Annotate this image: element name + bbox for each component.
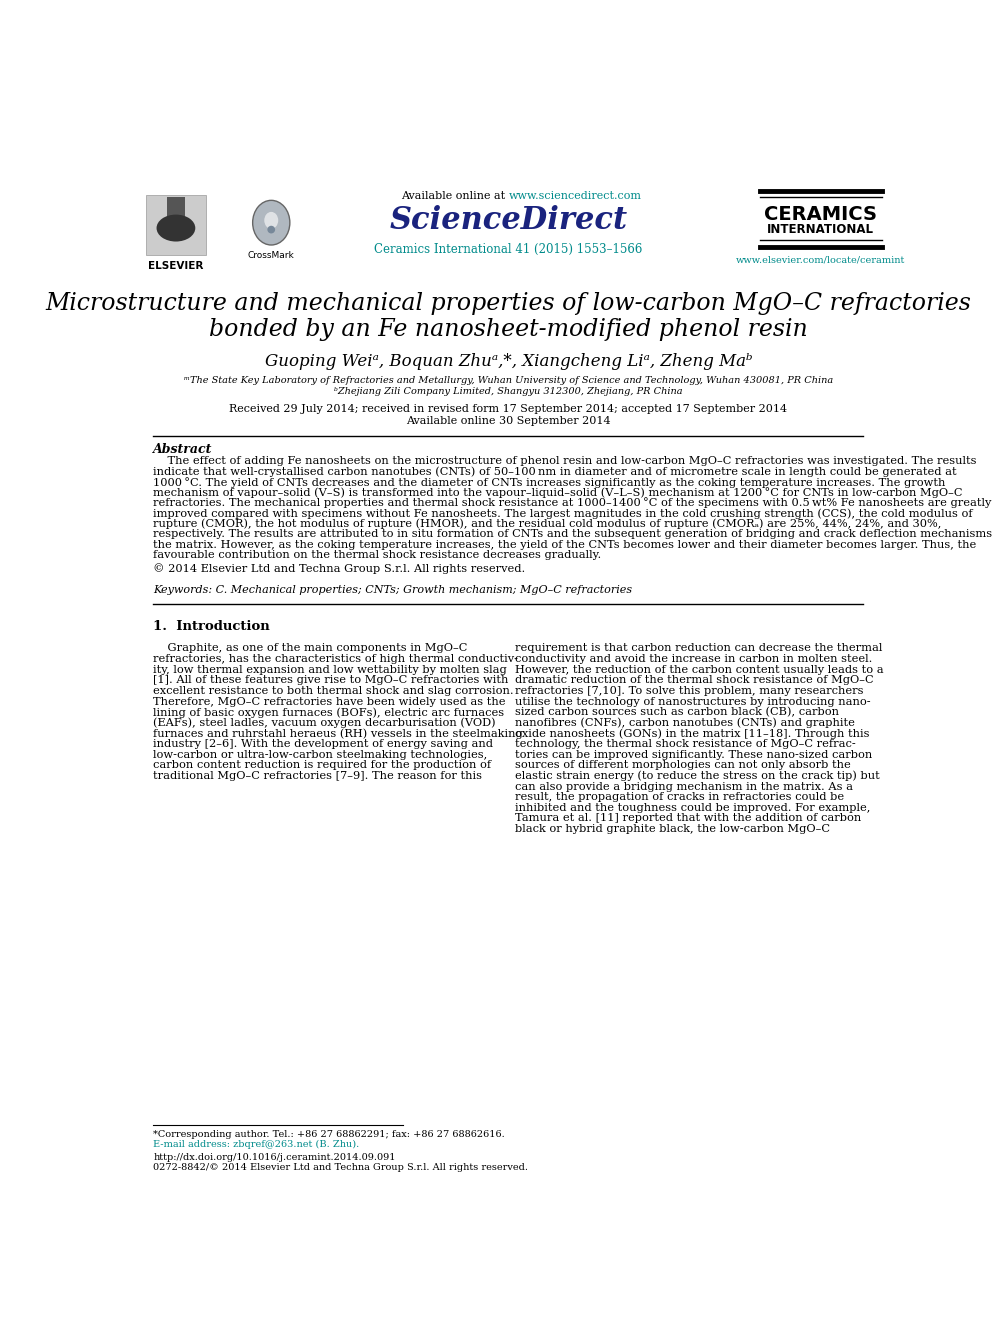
Text: [1]. All of these features give rise to MgO–C refractories with: [1]. All of these features give rise to … — [154, 675, 509, 685]
Text: ᵇZhejiang Zili Company Limited, Shangyu 312300, Zhejiang, PR China: ᵇZhejiang Zili Company Limited, Shangyu … — [334, 386, 682, 396]
Text: Microstructure and mechanical properties of low-carbon MgO–C refractories: Microstructure and mechanical properties… — [46, 292, 971, 315]
Text: 1.  Introduction: 1. Introduction — [154, 620, 270, 634]
Text: *Corresponding author. Tel.: +86 27 68862291; fax: +86 27 68862616.: *Corresponding author. Tel.: +86 27 6886… — [154, 1130, 505, 1139]
Text: Graphite, as one of the main components in MgO–C: Graphite, as one of the main components … — [154, 643, 468, 654]
Text: However, the reduction of the carbon content usually leads to a: However, the reduction of the carbon con… — [515, 664, 883, 675]
Ellipse shape — [253, 200, 290, 245]
Text: favourable contribution on the thermal shock resistance decreases gradually.: favourable contribution on the thermal s… — [154, 550, 602, 560]
Text: elastic strain energy (to reduce the stress on the crack tip) but: elastic strain energy (to reduce the str… — [515, 771, 879, 782]
Text: Available online at: Available online at — [401, 191, 509, 201]
Text: bonded by an Fe nanosheet-modified phenol resin: bonded by an Fe nanosheet-modified pheno… — [209, 319, 807, 341]
Text: Tamura et al. [11] reported that with the addition of carbon: Tamura et al. [11] reported that with th… — [515, 814, 861, 823]
Text: ELSEVIER: ELSEVIER — [148, 261, 203, 271]
Text: utilise the technology of nanostructures by introducing nano-: utilise the technology of nanostructures… — [515, 697, 870, 706]
Text: CrossMark: CrossMark — [248, 251, 295, 261]
Text: 1000 °C. The yield of CNTs decreases and the diameter of CNTs increases signific: 1000 °C. The yield of CNTs decreases and… — [154, 476, 945, 488]
Text: conductivity and avoid the increase in carbon in molten steel.: conductivity and avoid the increase in c… — [515, 654, 872, 664]
Text: ScienceDirect: ScienceDirect — [389, 205, 628, 235]
Text: (EAFs), steel ladles, vacuum oxygen decarburisation (VOD): (EAFs), steel ladles, vacuum oxygen deca… — [154, 717, 496, 728]
Text: dramatic reduction of the thermal shock resistance of MgO–C: dramatic reduction of the thermal shock … — [515, 675, 873, 685]
Text: The effect of adding Fe nanosheets on the microstructure of phenol resin and low: The effect of adding Fe nanosheets on th… — [154, 456, 977, 467]
Text: CERAMICS: CERAMICS — [764, 205, 877, 224]
Text: Received 29 July 2014; received in revised form 17 September 2014; accepted 17 S: Received 29 July 2014; received in revis… — [229, 404, 788, 414]
Text: http://dx.doi.org/10.1016/j.ceramint.2014.09.091: http://dx.doi.org/10.1016/j.ceramint.201… — [154, 1152, 396, 1162]
Text: nanofibres (CNFs), carbon nanotubes (CNTs) and graphite: nanofibres (CNFs), carbon nanotubes (CNT… — [515, 717, 854, 728]
Text: 0272-8842/© 2014 Elsevier Ltd and Techna Group S.r.l. All rights reserved.: 0272-8842/© 2014 Elsevier Ltd and Techna… — [154, 1163, 529, 1172]
Bar — [167, 197, 186, 235]
Text: rupture (CMOR), the hot modulus of rupture (HMOR), and the residual cold modulus: rupture (CMOR), the hot modulus of ruptu… — [154, 519, 941, 529]
Ellipse shape — [264, 212, 278, 229]
Text: www.sciencedirect.com: www.sciencedirect.com — [509, 191, 642, 201]
Text: oxide nanosheets (GONs) in the matrix [11–18]. Through this: oxide nanosheets (GONs) in the matrix [1… — [515, 728, 869, 738]
Text: inhibited and the toughness could be improved. For example,: inhibited and the toughness could be imp… — [515, 803, 870, 812]
Text: the matrix. However, as the coking temperature increases, the yield of the CNTs : the matrix. However, as the coking tempe… — [154, 540, 977, 549]
Text: Therefore, MgO–C refractories have been widely used as the: Therefore, MgO–C refractories have been … — [154, 697, 506, 706]
Text: refractories. The mechanical properties and thermal shock resistance at 1000–140: refractories. The mechanical properties … — [154, 497, 992, 508]
Text: improved compared with specimens without Fe nanosheets. The largest magnitudes i: improved compared with specimens without… — [154, 508, 973, 519]
Text: lining of basic oxygen furnaces (BOFs), electric arc furnaces: lining of basic oxygen furnaces (BOFs), … — [154, 706, 505, 717]
Ellipse shape — [268, 226, 275, 233]
Text: refractories [7,10]. To solve this problem, many researchers: refractories [7,10]. To solve this probl… — [515, 687, 863, 696]
Ellipse shape — [157, 214, 195, 242]
Text: carbon content reduction is required for the production of: carbon content reduction is required for… — [154, 761, 492, 770]
Bar — [146, 194, 206, 255]
Text: ity, low thermal expansion and low wettability by molten slag: ity, low thermal expansion and low wetta… — [154, 664, 507, 675]
Text: © 2014 Elsevier Ltd and Techna Group S.r.l. All rights reserved.: © 2014 Elsevier Ltd and Techna Group S.r… — [154, 564, 526, 574]
Text: Ceramics International 41 (2015) 1553–1566: Ceramics International 41 (2015) 1553–15… — [374, 243, 643, 257]
Text: sources of different morphologies can not only absorb the: sources of different morphologies can no… — [515, 761, 850, 770]
Text: respectively. The results are attributed to in situ formation of CNTs and the su: respectively. The results are attributed… — [154, 529, 992, 540]
Text: Keywords: C. Mechanical properties; CNTs; Growth mechanism; MgO–C refractories: Keywords: C. Mechanical properties; CNTs… — [154, 585, 633, 595]
Text: refractories, has the characteristics of high thermal conductiv-: refractories, has the characteristics of… — [154, 654, 519, 664]
Text: industry [2–6]. With the development of energy saving and: industry [2–6]. With the development of … — [154, 740, 493, 749]
Text: Available online 30 September 2014: Available online 30 September 2014 — [406, 415, 611, 426]
Text: sized carbon sources such as carbon black (CB), carbon: sized carbon sources such as carbon blac… — [515, 706, 838, 717]
Text: Abstract: Abstract — [154, 443, 213, 456]
Text: can also provide a bridging mechanism in the matrix. As a: can also provide a bridging mechanism in… — [515, 782, 852, 791]
Text: www.elsevier.com/locate/ceramint: www.elsevier.com/locate/ceramint — [736, 255, 906, 265]
Text: INTERNATIONAL: INTERNATIONAL — [767, 224, 874, 235]
Text: furnaces and ruhrstahl heraeus (RH) vessels in the steelmaking: furnaces and ruhrstahl heraeus (RH) vess… — [154, 728, 523, 738]
Text: Guoping Weiᵃ, Boquan Zhuᵃ,*, Xiangcheng Liᵃ, Zheng Maᵇ: Guoping Weiᵃ, Boquan Zhuᵃ,*, Xiangcheng … — [265, 353, 752, 369]
Text: traditional MgO–C refractories [7–9]. The reason for this: traditional MgO–C refractories [7–9]. Th… — [154, 771, 482, 781]
Text: black or hybrid graphite black, the low-carbon MgO–C: black or hybrid graphite black, the low-… — [515, 824, 829, 833]
Text: mechanism of vapour–solid (V–S) is transformed into the vapour–liquid–solid (V–L: mechanism of vapour–solid (V–S) is trans… — [154, 487, 963, 497]
Text: requirement is that carbon reduction can decrease the thermal: requirement is that carbon reduction can… — [515, 643, 882, 654]
Text: ᵐThe State Key Laboratory of Refractories and Metallurgy, Wuhan University of Sc: ᵐThe State Key Laboratory of Refractorie… — [184, 376, 833, 385]
Text: excellent resistance to both thermal shock and slag corrosion.: excellent resistance to both thermal sho… — [154, 687, 514, 696]
Text: E-mail address: zbqref@263.net (B. Zhu).: E-mail address: zbqref@263.net (B. Zhu). — [154, 1140, 360, 1148]
Text: tories can be improved significantly. These nano-sized carbon: tories can be improved significantly. Th… — [515, 750, 872, 759]
Text: result, the propagation of cracks in refractories could be: result, the propagation of cracks in ref… — [515, 792, 844, 802]
Text: low-carbon or ultra-low-carbon steelmaking technologies,: low-carbon or ultra-low-carbon steelmaki… — [154, 750, 488, 759]
Text: indicate that well-crystallised carbon nanotubes (CNTs) of 50–100 nm in diameter: indicate that well-crystallised carbon n… — [154, 467, 957, 478]
Text: technology, the thermal shock resistance of MgO–C refrac-: technology, the thermal shock resistance… — [515, 740, 855, 749]
